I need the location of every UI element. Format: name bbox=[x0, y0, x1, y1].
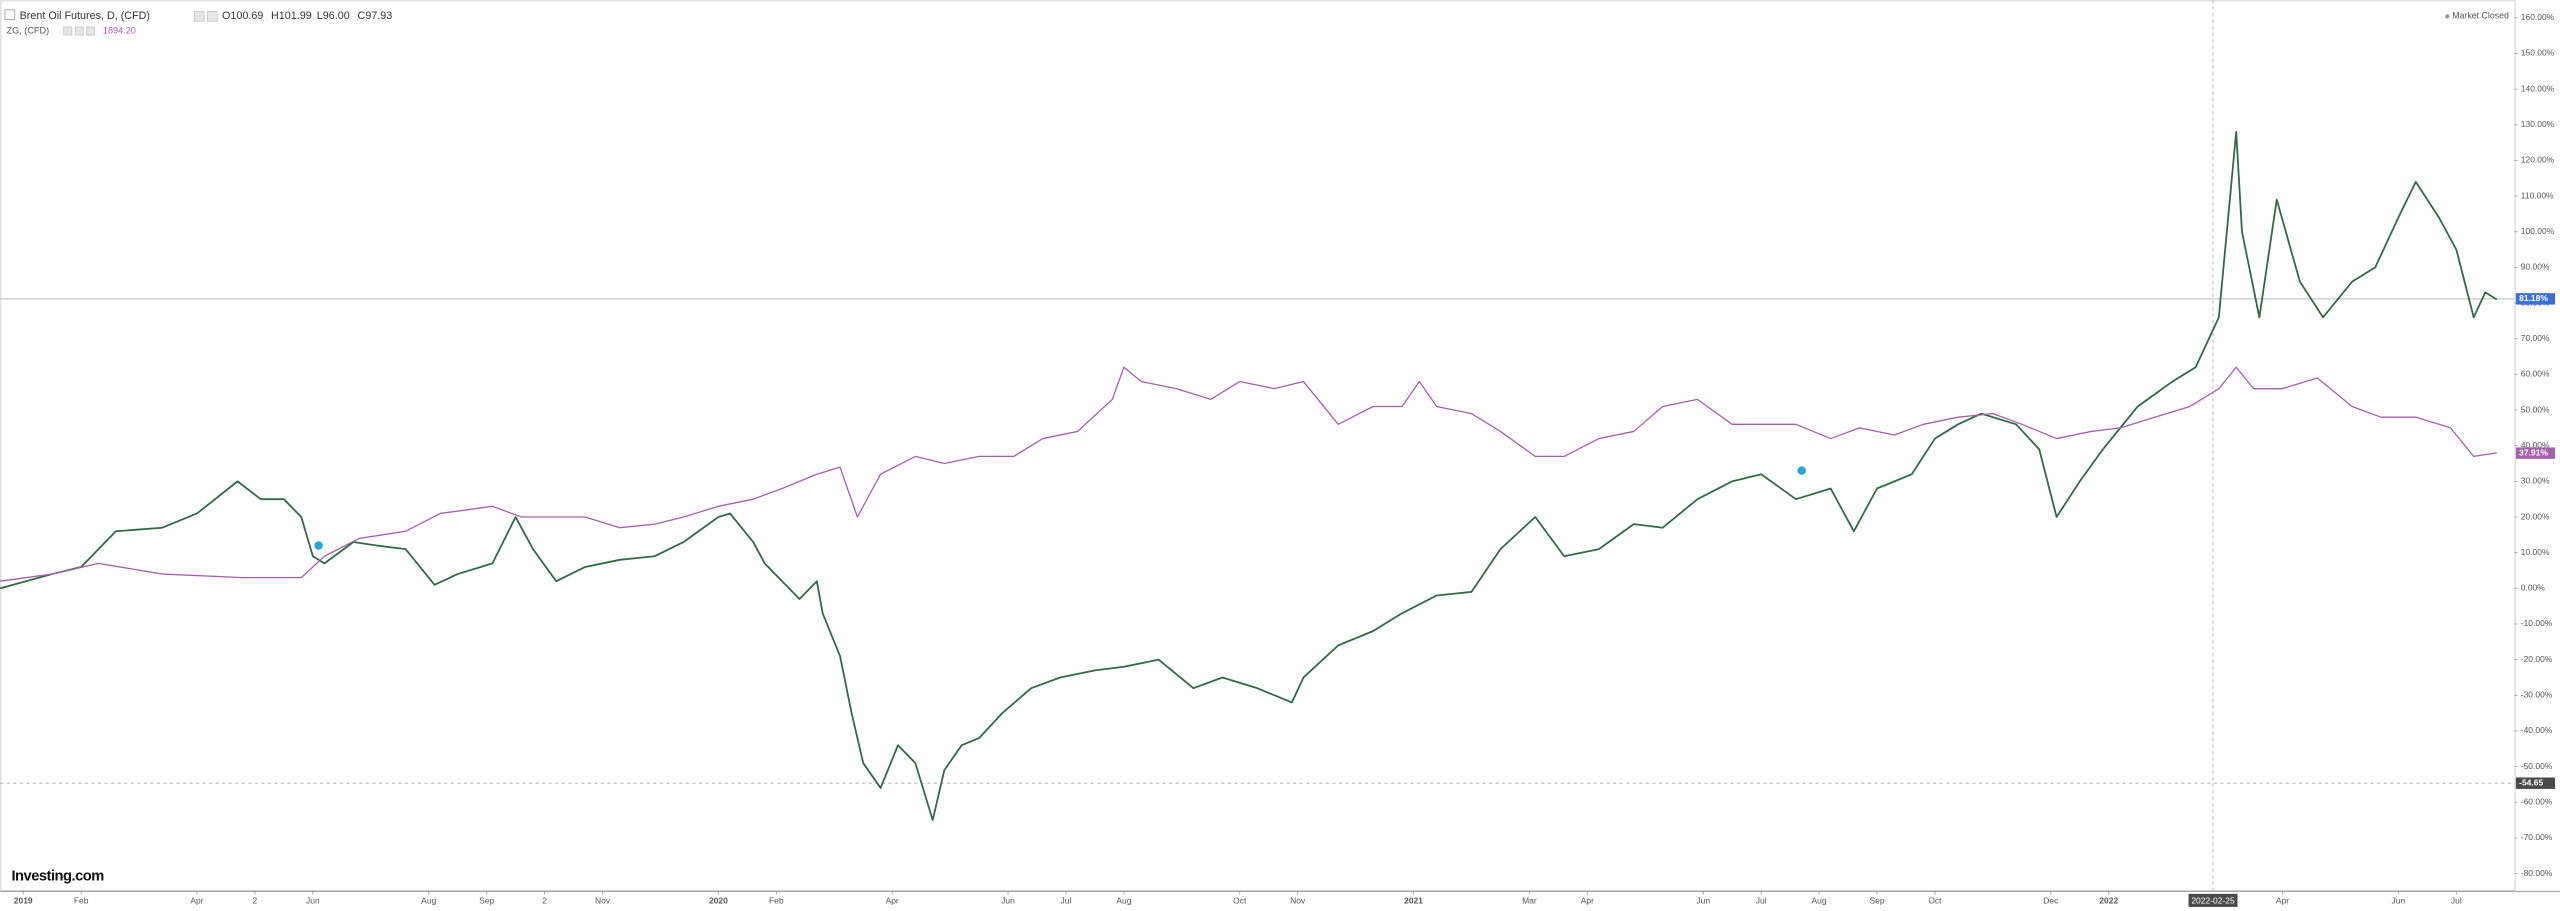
status-dot bbox=[2445, 14, 2450, 19]
x-tick-label: Jun bbox=[1001, 895, 1015, 905]
x-tick-label: 2 bbox=[253, 895, 258, 905]
x-tick-label: 2020 bbox=[709, 895, 728, 905]
x-tick-label: Nov bbox=[595, 895, 611, 905]
x-tick-label: Aug bbox=[1812, 895, 1827, 905]
y-tick-label: 100.00% bbox=[2521, 226, 2555, 236]
crosshair-y-label: -54.65 bbox=[2519, 777, 2543, 787]
y-tick-label: 120.00% bbox=[2521, 155, 2555, 165]
x-tick-label: Jun bbox=[2392, 895, 2406, 905]
y-tick-label: 150.00% bbox=[2521, 48, 2555, 58]
y-tick-label: 60.00% bbox=[2521, 369, 2550, 379]
y-tick-label: -20.00% bbox=[2521, 654, 2553, 664]
price-box bbox=[2515, 293, 2556, 305]
x-tick-label: 2021 bbox=[1404, 895, 1423, 905]
series-line bbox=[0, 131, 2498, 821]
x-tick-label: Jun bbox=[1696, 895, 1710, 905]
close-button[interactable] bbox=[207, 11, 218, 22]
compare-close[interactable] bbox=[86, 26, 96, 36]
x-tick-label: Mar bbox=[1522, 895, 1537, 905]
compare-name: ZG, (CFD) bbox=[7, 25, 50, 35]
logo: Investing.com bbox=[11, 869, 104, 885]
y-tick-label: 40.00% bbox=[2521, 440, 2550, 450]
ohlc-open: O100.69 bbox=[222, 10, 263, 22]
x-tick-label: Aug bbox=[421, 895, 436, 905]
series-line bbox=[0, 366, 2497, 582]
x-tick-label: Feb bbox=[769, 895, 784, 905]
compare-label: 37.91% bbox=[2519, 447, 2548, 457]
x-tick-label: Feb bbox=[74, 895, 89, 905]
compare-hide[interactable] bbox=[74, 26, 84, 36]
y-tick-label: -40.00% bbox=[2521, 725, 2553, 735]
x-tick-label: 2022 bbox=[2099, 895, 2118, 905]
crosshair-x-label: 2022-02-25 bbox=[2191, 895, 2235, 905]
x-tick-label: 2019 bbox=[14, 895, 33, 905]
x-tick-label: Sep bbox=[1869, 895, 1884, 905]
compare-settings[interactable] bbox=[63, 26, 73, 36]
y-tick-label: 20.00% bbox=[2521, 511, 2550, 521]
y-tick-label: -70.00% bbox=[2521, 832, 2553, 842]
compare-value: 1894.20 bbox=[103, 25, 136, 35]
y-tick-label: 90.00% bbox=[2521, 262, 2550, 272]
x-tick-label: Nov bbox=[1290, 895, 1306, 905]
x-tick-label: Sep bbox=[479, 895, 494, 905]
chart-title: Brent Oil Futures, D, (CFD) bbox=[20, 10, 150, 22]
settings-button[interactable] bbox=[193, 11, 205, 22]
ohlc-high: H101.99 bbox=[271, 10, 312, 22]
y-tick-label: -50.00% bbox=[2521, 761, 2553, 771]
x-tick-label: Jul bbox=[1756, 895, 1767, 905]
market-status: Market Closed bbox=[2452, 11, 2509, 21]
crosshair-x-box bbox=[2188, 893, 2238, 907]
x-tick-label: Oct bbox=[1233, 895, 1247, 905]
y-tick-label: 0.00% bbox=[2521, 583, 2545, 593]
price-label: 81.18% bbox=[2519, 293, 2548, 303]
y-tick-label: 70.00% bbox=[2521, 333, 2550, 343]
ohlc-low: L96.00 bbox=[317, 10, 350, 22]
x-tick-label: Aug bbox=[1116, 895, 1131, 905]
y-tick-label: 30.00% bbox=[2521, 476, 2550, 486]
x-tick-label: Apr bbox=[1581, 895, 1594, 905]
collapse-button[interactable] bbox=[4, 9, 16, 20]
x-tick-label: Apr bbox=[2276, 895, 2289, 905]
x-tick-label: Jul bbox=[2451, 895, 2462, 905]
x-tick-label: Dec bbox=[2043, 895, 2059, 905]
compare-box bbox=[2515, 447, 2556, 459]
y-tick-label: -10.00% bbox=[2521, 618, 2553, 628]
x-tick-label: Apr bbox=[190, 895, 203, 905]
y-tick-label: 110.00% bbox=[2521, 190, 2554, 200]
x-tick-label: Jun bbox=[306, 895, 320, 905]
y-tick-label: 140.00% bbox=[2521, 83, 2555, 93]
x-tick-label: 2 bbox=[542, 895, 547, 905]
event-marker bbox=[1796, 465, 1808, 477]
y-tick-label: 160.00% bbox=[2521, 12, 2555, 22]
y-tick-label: 130.00% bbox=[2521, 119, 2555, 129]
y-tick-label: -30.00% bbox=[2521, 690, 2553, 700]
y-tick-label: 50.00% bbox=[2521, 404, 2550, 414]
x-tick-label: Oct bbox=[1928, 895, 1942, 905]
y-tick-label: -60.00% bbox=[2521, 797, 2553, 807]
x-tick-label: Apr bbox=[886, 895, 899, 905]
ohlc-close: C97.93 bbox=[358, 10, 393, 22]
y-tick-label: -80.00% bbox=[2521, 868, 2553, 878]
y-tick-label: 10.00% bbox=[2521, 547, 2550, 557]
x-tick-label: Jul bbox=[1061, 895, 1072, 905]
event-marker bbox=[313, 539, 325, 552]
crosshair-y-box bbox=[2515, 777, 2556, 789]
